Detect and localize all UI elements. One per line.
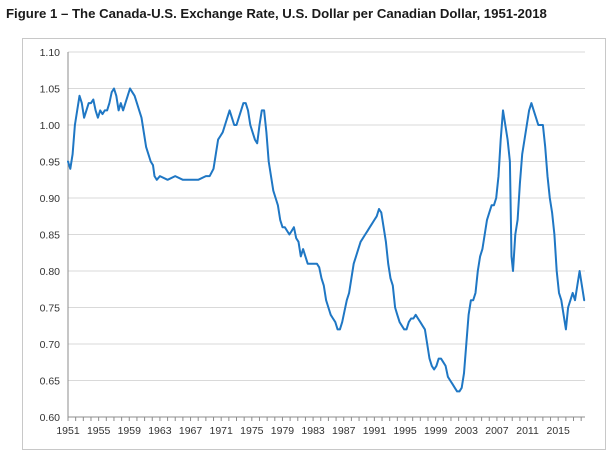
x-tick-label: 1995 [393,425,417,437]
exchange-rate-line-chart: 0.60 0.65 0.70 0.75 0.80 0.85 0.90 0.95 1.00 1.05… [40,47,586,437]
x-tick-label: 1951 [56,425,80,437]
x-tick-label: 1971 [210,425,234,437]
x-tick-label: 2003 [455,425,479,437]
y-tick-label: 0.65 [40,376,61,388]
x-tick-label: 1955 [87,425,111,437]
x-tick-label: 2011 [516,425,539,437]
x-tick-label: 1979 [271,425,295,437]
y-tick-label: 1.00 [40,120,61,132]
y-tick-label: 0.95 [40,157,61,169]
x-tick-label: 1959 [118,425,142,437]
gridlines [68,51,585,381]
y-tick-label: 1.05 [40,84,61,96]
figure-title: Figure 1 – The Canada-U.S. Exchange Rate… [6,6,547,21]
x-tick-label: 1991 [363,425,387,437]
x-axis-tick-labels: 1951 1955 1959 1963 1967 1971 1975 1979 1983 1987… [56,425,570,437]
y-tick-label: 0.60 [40,412,61,424]
y-axis-tick-labels: 0.60 0.65 0.70 0.75 0.80 0.85 0.90 0.95 1.00 1.05… [40,47,61,424]
y-tick-label: 0.80 [40,266,61,278]
y-tick-label: 1.10 [40,47,61,59]
y-tick-label: 0.85 [40,230,61,242]
y-tick-label: 0.90 [40,193,61,205]
series-layer [67,87,586,393]
x-tick-label: 2015 [547,425,571,437]
y-tick-label: 0.70 [40,339,61,351]
series-line-0 [67,87,586,393]
x-tick-label: 1987 [332,425,356,437]
x-tick-label: 1967 [179,425,203,437]
x-tick-label: 1975 [240,425,264,437]
x-tick-label: 1963 [148,425,172,437]
x-tick-label: 1983 [301,425,325,437]
y-tick-label: 0.75 [40,303,61,315]
x-tick-label: 1999 [424,425,448,437]
x-tick-label: 2007 [485,425,509,437]
axes [67,52,585,421]
chart-frame: 0.60 0.65 0.70 0.75 0.80 0.85 0.90 0.95 1.00 1.05… [22,38,606,450]
